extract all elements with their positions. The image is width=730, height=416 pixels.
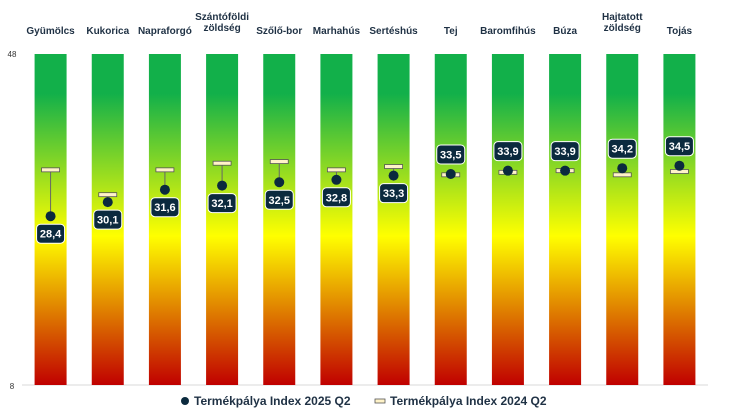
value-label: 33,9 bbox=[554, 146, 575, 158]
prev-marker bbox=[269, 159, 289, 164]
prev-marker bbox=[155, 167, 175, 173]
prev-marker bbox=[384, 164, 403, 169]
value-label-box bbox=[493, 141, 523, 162]
category-label: Szőlő-bor bbox=[256, 26, 302, 37]
current-dot bbox=[560, 165, 571, 176]
legend-label-previous: Termékpálya Index 2024 Q2 bbox=[390, 394, 547, 408]
gradient-column bbox=[491, 54, 524, 385]
value-label-box bbox=[436, 144, 466, 165]
value-label: 33,3 bbox=[383, 188, 404, 200]
value-label-box bbox=[150, 197, 180, 218]
gradient-column bbox=[263, 54, 296, 385]
gradient-column bbox=[663, 54, 696, 385]
value-label-box bbox=[264, 189, 294, 210]
prev-marker bbox=[212, 160, 232, 166]
current-dot bbox=[274, 177, 285, 188]
value-label: 28,4 bbox=[40, 229, 62, 241]
gradient-column bbox=[377, 54, 410, 385]
gradient-column bbox=[549, 54, 582, 385]
tick-label-top: 48 bbox=[8, 50, 17, 59]
current-dot bbox=[617, 163, 628, 174]
gradient-column bbox=[148, 54, 181, 385]
value-label: 32,1 bbox=[211, 198, 232, 210]
value-label: 30,1 bbox=[97, 215, 118, 227]
value-label: 34,2 bbox=[612, 144, 633, 156]
category-label: Szántóföldi zöldség bbox=[195, 12, 249, 34]
connectors-layer bbox=[50, 161, 680, 217]
value-label-box bbox=[93, 209, 123, 230]
value-label-box bbox=[36, 223, 66, 244]
value-label-box bbox=[207, 193, 237, 214]
value-label-box bbox=[550, 141, 580, 162]
value-label: 33,5 bbox=[440, 149, 461, 161]
prev-markers-layer bbox=[41, 159, 689, 198]
category-label: Gyümölcs bbox=[26, 26, 75, 37]
current-dot bbox=[445, 168, 456, 179]
value-label: 33,9 bbox=[497, 146, 518, 158]
dots-layer bbox=[45, 160, 685, 222]
category-label: Kukorica bbox=[86, 26, 129, 37]
current-dot bbox=[388, 170, 399, 181]
gradient-column bbox=[434, 54, 467, 385]
current-dot bbox=[217, 180, 228, 191]
prev-marker bbox=[327, 167, 346, 173]
value-label-box bbox=[321, 187, 351, 208]
axis-layer: 48 8 bbox=[8, 50, 708, 391]
category-label: Búza bbox=[553, 26, 577, 37]
value-label-box bbox=[607, 138, 637, 159]
gradient-column bbox=[206, 54, 239, 385]
current-dot bbox=[674, 160, 685, 171]
value-label-box bbox=[379, 183, 409, 204]
category-label: Sertéshús bbox=[369, 26, 418, 37]
value-label: 31,6 bbox=[154, 202, 175, 214]
value-label: 34,5 bbox=[669, 141, 690, 153]
category-label: Napraforgó bbox=[138, 26, 192, 37]
current-dot bbox=[331, 174, 342, 185]
legend-marker-current bbox=[181, 397, 189, 405]
value-label: 32,8 bbox=[326, 192, 347, 204]
gradient-column bbox=[606, 54, 639, 385]
prev-marker bbox=[98, 192, 118, 198]
value-label-box bbox=[664, 136, 694, 157]
current-dot bbox=[102, 197, 113, 208]
current-dot bbox=[45, 211, 56, 222]
category-label: Tojás bbox=[667, 26, 693, 37]
value-label: 32,5 bbox=[269, 195, 290, 207]
gradient-column bbox=[320, 54, 353, 385]
legend-label-current: Termékpálya Index 2025 Q2 bbox=[194, 394, 351, 408]
legend: Termékpálya Index 2025 Q2 Termékpálya In… bbox=[181, 394, 547, 408]
prev-marker bbox=[612, 172, 632, 178]
legend-marker-previous bbox=[374, 398, 386, 404]
prev-marker bbox=[41, 167, 60, 173]
current-dot bbox=[502, 165, 513, 176]
current-dot bbox=[159, 184, 170, 195]
tick-label-bottom: 8 bbox=[10, 382, 15, 391]
category-label: Baromfihús bbox=[480, 26, 536, 37]
columns-layer bbox=[34, 54, 696, 385]
category-label: Marhahús bbox=[313, 26, 361, 37]
value-labels-layer: 28,4 30,1 31,6 32,1 32,5 32,8 33,3 33,5 33,9 33,9… bbox=[36, 136, 694, 244]
category-label: Tej bbox=[444, 26, 458, 37]
category-label: Hajtatott zöldség bbox=[602, 12, 643, 34]
